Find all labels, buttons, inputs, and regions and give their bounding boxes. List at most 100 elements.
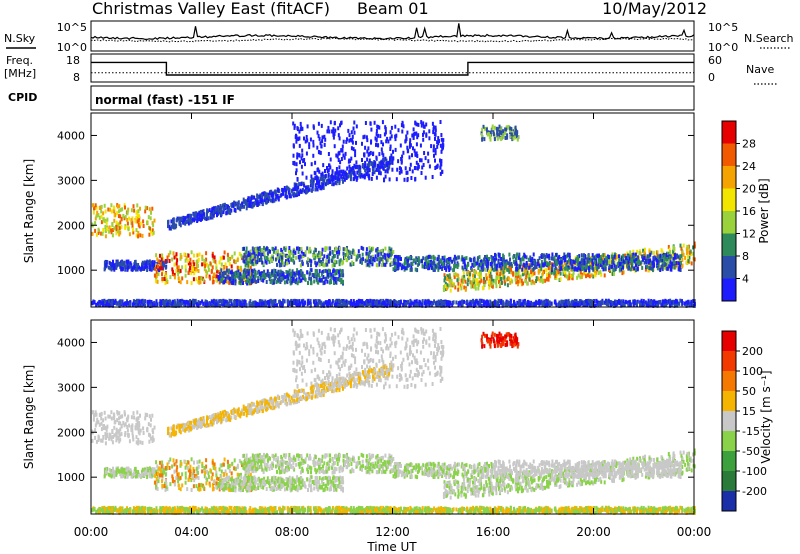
heatmap-cell	[320, 186, 323, 191]
heatmap-cell	[558, 254, 561, 259]
heatmap-cell	[503, 275, 506, 280]
heatmap-cell	[197, 269, 200, 273]
heatmap-cell	[481, 137, 484, 142]
heatmap-cell	[95, 205, 98, 210]
heatmap-cell	[131, 220, 134, 225]
heatmap-cell	[653, 255, 656, 260]
heatmap-cell	[98, 303, 101, 308]
heatmap-cell	[286, 261, 288, 266]
heatmap-cell	[205, 274, 208, 279]
heatmap-cell	[240, 274, 243, 279]
heatmap-cell	[248, 196, 251, 201]
heatmap-cell	[653, 250, 655, 255]
heatmap-cell	[334, 279, 337, 284]
heatmap-cell	[369, 298, 372, 303]
heatmap-cell	[228, 261, 231, 266]
heatmap-cell	[360, 257, 363, 262]
heatmap-cell	[542, 263, 545, 268]
heatmap-cell	[646, 264, 649, 269]
heatmap-cell	[667, 245, 670, 249]
heatmap-cell	[259, 252, 262, 257]
heatmap-cell	[295, 255, 298, 260]
heatmap-cell	[135, 267, 138, 271]
heatmap-cell	[263, 245, 265, 250]
heatmap-cell	[577, 258, 579, 263]
heatmap-cell	[643, 302, 646, 307]
heatmap-cell	[499, 126, 502, 131]
heatmap-cell	[118, 209, 120, 214]
heatmap-cell	[330, 275, 333, 280]
heatmap-cell	[287, 190, 290, 195]
heatmap-cell	[688, 301, 691, 306]
heatmap-cell	[532, 260, 535, 265]
heatmap-cell	[469, 301, 472, 306]
heatmap-cell	[477, 286, 480, 291]
heatmap-cell	[359, 259, 362, 264]
heatmap-cell	[272, 249, 275, 254]
heatmap-cell	[489, 304, 492, 308]
heatmap-cell	[114, 263, 116, 268]
heatmap-cell	[332, 274, 335, 279]
heatmap-cell	[593, 260, 596, 265]
heatmap-cell	[268, 259, 271, 264]
heatmap-cell	[338, 298, 341, 303]
heatmap-cell	[379, 298, 382, 303]
heatmap-cell	[649, 252, 652, 257]
heatmap-cell	[319, 254, 322, 258]
heatmap-cell	[215, 263, 218, 268]
heatmap-cell	[313, 274, 316, 279]
heatmap-cell	[671, 265, 674, 270]
heatmap-cell	[661, 267, 664, 272]
heatmap-cell	[310, 182, 313, 187]
heatmap-cell	[163, 263, 166, 267]
heatmap-cell	[656, 250, 659, 255]
heatmap-cell	[669, 298, 672, 303]
heatmap-cell	[198, 213, 201, 218]
heatmap-cell	[316, 178, 319, 183]
heatmap-cell	[172, 217, 175, 222]
heatmap-cell	[442, 303, 445, 308]
heatmap-cell	[549, 265, 552, 270]
heatmap-cell	[433, 265, 436, 270]
heatmap-cell	[487, 269, 490, 274]
heatmap-cell	[470, 267, 473, 272]
heatmap-cell	[309, 258, 312, 263]
heatmap-cell	[350, 255, 353, 259]
heatmap-cell	[628, 258, 631, 263]
heatmap-cell	[110, 262, 112, 266]
heatmap-cell	[262, 261, 265, 266]
heatmap-cell	[178, 219, 181, 224]
heatmap-cell	[485, 264, 488, 269]
heatmap-cell	[141, 233, 144, 238]
heatmap-cell	[231, 274, 234, 278]
heatmap-cell	[558, 304, 561, 308]
heatmap-cell	[222, 207, 225, 211]
heatmap-cell	[94, 216, 97, 221]
heatmap-cell	[558, 265, 560, 270]
heatmap-cell	[274, 269, 277, 273]
heatmap-cell	[554, 266, 557, 271]
heatmap-cell	[481, 286, 484, 291]
heatmap-cell	[298, 270, 301, 275]
heatmap-cell	[510, 261, 513, 266]
heatmap-cell	[242, 199, 245, 204]
heatmap-cell	[117, 214, 120, 219]
heatmap-cell	[167, 253, 170, 258]
heatmap-cell	[321, 277, 324, 282]
heatmap-cell	[633, 300, 636, 305]
heatmap-cell	[355, 299, 358, 304]
heatmap-cell	[478, 275, 481, 280]
heatmap-cell	[284, 275, 287, 280]
heatmap-cell	[443, 255, 446, 260]
heatmap-cell	[196, 253, 199, 258]
heatmap-cell	[297, 246, 300, 251]
heatmap-cell	[481, 262, 484, 267]
heatmap-cell	[492, 278, 495, 283]
heatmap-cell	[583, 267, 586, 272]
heatmap-cell	[629, 267, 632, 272]
freq-left-tick-bottom: 8	[73, 71, 80, 84]
heatmap-cell	[620, 301, 623, 305]
heatmap-cell	[591, 259, 594, 263]
heatmap-cell	[108, 229, 111, 234]
heatmap-cell	[277, 249, 280, 254]
